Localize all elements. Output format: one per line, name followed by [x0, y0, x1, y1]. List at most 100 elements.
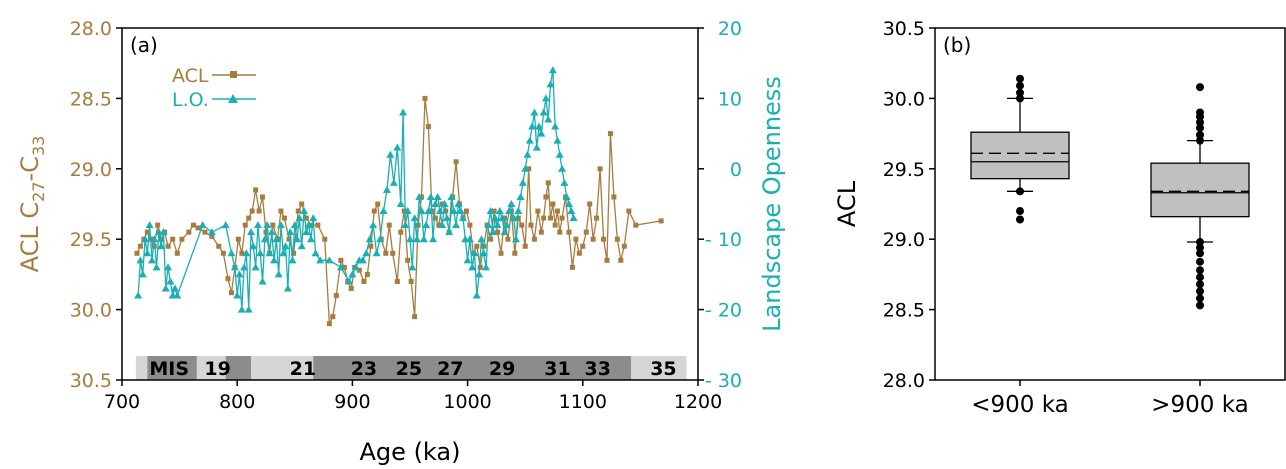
acl-point [144, 229, 150, 235]
outlier-point [1016, 215, 1024, 224]
acl-point [228, 290, 234, 296]
mis-stage-label: 29 [489, 358, 515, 380]
lo-point [544, 115, 553, 123]
lo-point [293, 235, 302, 243]
lo-point [336, 263, 345, 271]
lo-point [562, 192, 571, 200]
acl-point [522, 243, 528, 249]
lo-point [449, 207, 458, 215]
lo-point [286, 228, 295, 236]
lo-point [564, 200, 573, 207]
lo-point [227, 249, 236, 257]
lo-point [362, 249, 371, 257]
acl-point [235, 236, 241, 242]
outlier-point [1016, 81, 1024, 90]
acl-point [583, 229, 589, 235]
outlier-point [1196, 287, 1204, 296]
acl-point [611, 194, 617, 200]
acl-point [341, 264, 347, 270]
whisker-end-point [1016, 94, 1024, 103]
acl-point [390, 250, 396, 256]
acl-y-tick-label: 30.5 [70, 370, 112, 392]
legend-acl-marker [230, 71, 237, 78]
acl-point [439, 201, 445, 207]
acl-point [281, 215, 287, 221]
lo-point [297, 242, 306, 250]
acl-point [216, 243, 222, 249]
lo-point [511, 235, 520, 243]
acl-point [594, 215, 600, 221]
panel-b-y-tick-label: 30.5 [883, 18, 925, 40]
acl-point [394, 278, 400, 284]
acl-axis-title-sub2: 33 [29, 136, 48, 156]
acl-point [220, 250, 226, 256]
acl-point [242, 222, 248, 228]
lo-point [143, 249, 152, 257]
lo-y-tick-label: 20 [718, 18, 742, 40]
acl-point [295, 208, 301, 214]
acl-point [505, 236, 511, 242]
mis-stage-label: 19 [204, 358, 230, 380]
x-axis-title: Age (ka) [360, 438, 461, 466]
lo-point [147, 256, 156, 264]
lo-point [279, 249, 288, 257]
lo-point [417, 207, 426, 215]
acl-point [246, 215, 252, 221]
lo-series [134, 66, 578, 313]
acl-point [239, 250, 245, 256]
acl-point [531, 236, 537, 242]
lo-point [530, 108, 539, 116]
lo-point [479, 249, 488, 257]
lo-point [463, 256, 472, 264]
lo-point [445, 228, 454, 236]
lo-point [495, 207, 504, 215]
acl-point [249, 208, 255, 214]
acl-point [501, 215, 507, 221]
acl-point [526, 166, 532, 172]
lo-point [372, 249, 381, 257]
outlier-point [1196, 123, 1204, 132]
acl-point [202, 229, 208, 235]
lo-point [258, 277, 267, 285]
lo-point [433, 192, 442, 200]
mis-segment [251, 356, 314, 380]
lo-point [270, 256, 279, 264]
lo-point [470, 249, 479, 257]
acl-point [474, 243, 480, 249]
lo-point [265, 249, 274, 257]
lo-point [304, 221, 313, 229]
lo-point [382, 185, 391, 193]
lo-point [145, 221, 154, 229]
lo-point [260, 235, 269, 243]
lo-point [435, 207, 444, 215]
lo-point [401, 221, 410, 229]
lo-point [558, 164, 567, 172]
acl-y-tick-label: 29.5 [70, 229, 112, 251]
mis-segment [313, 356, 632, 380]
lo-point [553, 136, 562, 144]
lo-point [516, 192, 525, 200]
lo-point [410, 214, 419, 222]
lo-point [351, 263, 360, 271]
acl-axis-title: ACL C27-C33 [16, 136, 48, 273]
acl-point [333, 293, 339, 299]
acl-point [270, 222, 276, 228]
acl-point [170, 236, 176, 242]
acl-point [495, 229, 501, 235]
lo-point [283, 284, 292, 292]
lo-point [348, 270, 357, 278]
outlier-point [1196, 83, 1204, 92]
acl-point [419, 194, 425, 200]
lo-y-tick-label: - 20 [705, 300, 742, 322]
lo-point [424, 207, 433, 215]
acl-point [308, 222, 314, 228]
acl-y-tick-label: 29.0 [70, 159, 112, 181]
lo-point [507, 200, 516, 207]
acl-point [554, 208, 560, 214]
acl-point [179, 236, 185, 242]
outlier-point [1196, 118, 1204, 127]
acl-point [538, 229, 544, 235]
acl-point [604, 257, 610, 263]
panel-b-y-tick-label: 30.0 [883, 88, 925, 110]
acl-point [543, 194, 549, 200]
